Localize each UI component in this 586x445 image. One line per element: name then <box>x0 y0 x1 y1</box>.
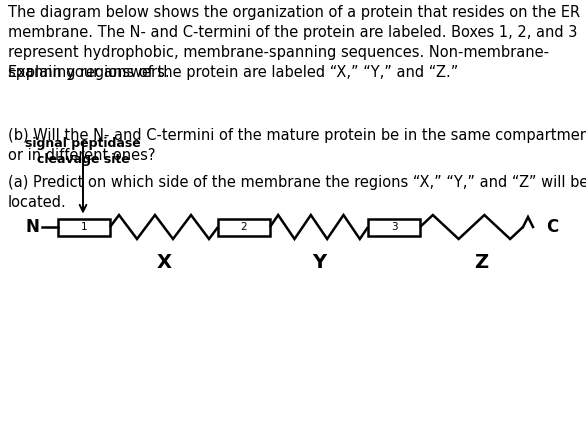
Text: N: N <box>25 218 39 236</box>
Text: 2: 2 <box>241 222 247 232</box>
Text: (a) Predict on which side of the membrane the regions “X,” “Y,” and “Z” will be
: (a) Predict on which side of the membran… <box>8 175 586 210</box>
Bar <box>58 218 110 235</box>
Text: X: X <box>156 252 172 271</box>
Text: C: C <box>546 218 558 236</box>
Bar <box>218 218 270 235</box>
Text: The diagram below shows the organization of a protein that resides on the ER
mem: The diagram below shows the organization… <box>8 5 580 80</box>
Text: Y: Y <box>312 252 326 271</box>
Text: 3: 3 <box>391 222 397 232</box>
Text: Explain your answers.: Explain your answers. <box>8 65 169 80</box>
Text: Z: Z <box>475 252 489 271</box>
Bar <box>368 218 420 235</box>
Text: (b) Will the N- and C-termini of the mature protein be in the same compartment
o: (b) Will the N- and C-termini of the mat… <box>8 128 586 163</box>
Text: 1: 1 <box>81 222 87 232</box>
Text: signal peptidase
cleavage site: signal peptidase cleavage site <box>25 137 141 166</box>
